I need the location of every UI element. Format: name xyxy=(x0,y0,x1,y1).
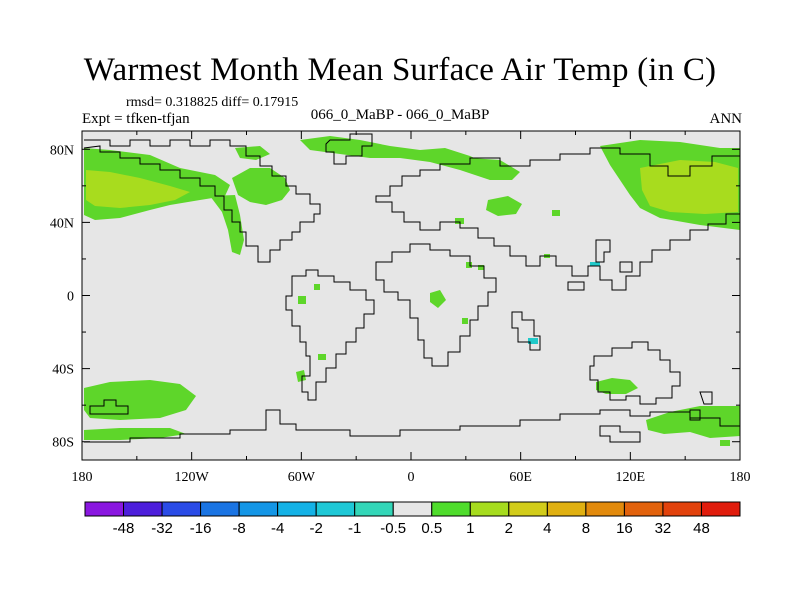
experiment-label: Expt = tfken-tfjan xyxy=(82,111,190,127)
anomaly-patch-spot-4 xyxy=(466,262,472,268)
colorbar-swatch xyxy=(700,501,741,517)
colorbar-swatch xyxy=(623,501,664,517)
colorbar-swatch xyxy=(277,501,317,517)
colorbar-swatch xyxy=(315,501,356,517)
coastline-africa xyxy=(375,243,497,367)
coastline-greenland xyxy=(325,133,373,165)
colorbar-swatch xyxy=(200,501,240,517)
colorbar-label: 0.5 xyxy=(421,520,442,537)
colorbar-label: 1 xyxy=(466,520,474,537)
colorbar-swatch xyxy=(662,501,702,517)
colorbar-swatch xyxy=(123,501,163,517)
anomaly-patch-greenland-east xyxy=(470,158,520,180)
coastline-north-america xyxy=(83,139,321,263)
anomaly-patch-south-pacific xyxy=(84,380,196,420)
colorbar-label: -2 xyxy=(310,520,323,537)
y-tick-label: 80S xyxy=(52,436,74,451)
colorbar-swatch xyxy=(392,501,433,517)
coastline-australia xyxy=(589,341,681,405)
colorbar-label: 2 xyxy=(505,520,513,537)
colorbar-label: -1 xyxy=(348,520,361,537)
plot-title: Warmest Month Mean Surface Air Temp (in … xyxy=(83,52,717,88)
colorbar-swatch xyxy=(354,501,394,517)
anomaly-patch-south-spot xyxy=(720,440,730,446)
map-ticks xyxy=(81,131,741,460)
coastline-antarctica-east xyxy=(599,425,641,443)
coastline-indonesia xyxy=(567,239,633,291)
anomaly-patch-north-europe xyxy=(486,196,522,216)
runs-label: 066_0_MaBP - 066_0_MaBP xyxy=(310,107,490,123)
colorbar-label: -0.5 xyxy=(380,520,406,537)
coastline-antarctica xyxy=(84,409,740,443)
anomaly-patch-pacific-coast xyxy=(210,195,244,255)
anomaly-patch-spot-8 xyxy=(318,354,326,360)
anomaly-patch-east-siberia-core xyxy=(640,160,738,214)
anomaly-patch-spot-6 xyxy=(298,296,306,304)
x-tick-label: 60W xyxy=(288,470,316,485)
y-tick-label: 40S xyxy=(52,363,74,378)
colorbar-label: 48 xyxy=(693,520,710,537)
stats-text: rmsd= 0.318825 diff= 0.17915 xyxy=(126,95,299,110)
coastline-antarctica-ross xyxy=(89,399,129,415)
x-tick-label: 120E xyxy=(616,470,646,485)
x-tick-label: 180 xyxy=(730,470,751,485)
anomaly-patch-arctic-spot xyxy=(235,146,270,160)
anomaly-fill-layer xyxy=(84,136,740,446)
colorbar-swatch xyxy=(508,501,548,517)
colorbar-label: 32 xyxy=(655,520,672,537)
coastline-eurasia xyxy=(375,147,741,291)
anomaly-patch-south-pacific-strip xyxy=(84,428,186,440)
y-tick-label: 0 xyxy=(67,290,74,305)
colorbar-label: 16 xyxy=(616,520,633,537)
colorbar-swatch xyxy=(238,501,279,517)
x-tick-label: 120W xyxy=(175,470,210,485)
anomaly-patch-arctic-strip xyxy=(300,136,510,180)
colorbar-label: -16 xyxy=(190,520,212,537)
season-label: ANN xyxy=(709,111,743,127)
anomaly-patch-australia-south xyxy=(596,378,638,394)
anomaly-patch-south-indian xyxy=(646,406,740,438)
colorbar-swatch xyxy=(469,501,510,517)
colorbar-label: 4 xyxy=(543,520,551,537)
colorbar-swatch xyxy=(84,501,125,517)
anomaly-patch-spot-2 xyxy=(552,210,560,216)
colorbar-swatch xyxy=(431,501,471,517)
anomaly-patch-spot-9 xyxy=(296,370,306,382)
colorbar-label: -8 xyxy=(232,520,245,537)
x-tick-label: 180 xyxy=(72,470,93,485)
y-tick-label: 80N xyxy=(50,143,74,158)
anomaly-patch-spot-10 xyxy=(462,318,468,324)
colorbar-label: -4 xyxy=(271,520,284,537)
coastlines-layer xyxy=(83,133,741,443)
coastline-south-america xyxy=(285,269,375,401)
anomaly-patch-neg-1 xyxy=(590,262,600,266)
colorbar-label: 8 xyxy=(582,520,590,537)
anomaly-patch-hudson xyxy=(232,168,290,205)
x-tick-label: 0 xyxy=(408,470,415,485)
colorbar-swatch xyxy=(546,501,587,517)
anomaly-patch-spot-7 xyxy=(314,284,320,290)
coastline-madagascar xyxy=(511,311,541,351)
anomaly-patch-arctic-canada-core xyxy=(86,170,190,208)
y-tick-label: 40N xyxy=(50,216,74,231)
anomaly-patch-spot-3 xyxy=(430,290,446,308)
map-tick-labels: 180 120W 60W 0 60E 120E 180 80N 40N 0 40S 80S xyxy=(50,143,751,485)
colorbar: -48 -32 -16 -8 -4 -2 -1 -0.5 0.5 1 2 4 8 16 32 48 xyxy=(84,501,741,537)
colorbar-swatch xyxy=(161,501,202,517)
colorbar-swatch xyxy=(585,501,625,517)
colorbar-label: -32 xyxy=(151,520,173,537)
x-tick-label: 60E xyxy=(509,470,532,485)
colorbar-label: -48 xyxy=(113,520,135,537)
